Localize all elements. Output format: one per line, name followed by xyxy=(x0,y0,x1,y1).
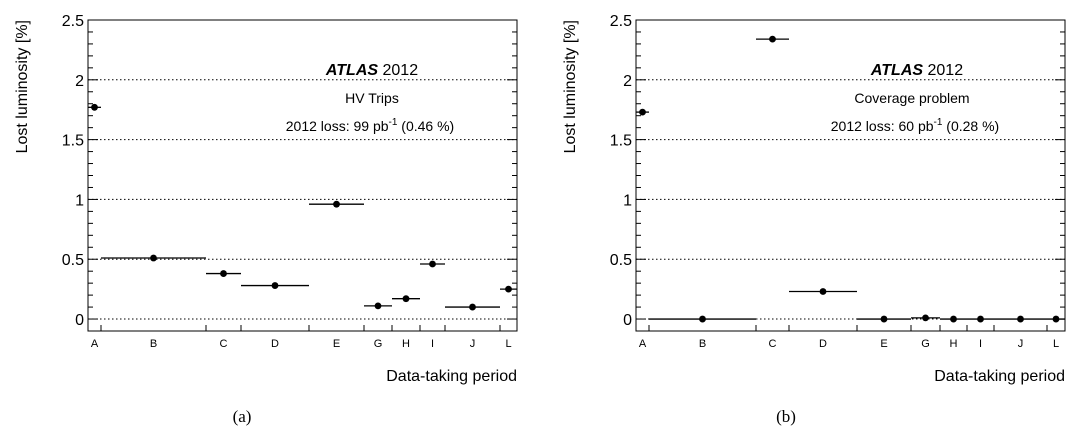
y-tick-label: 1 xyxy=(623,192,632,209)
loss-exponent: -1 xyxy=(934,117,943,128)
data-point-A xyxy=(88,103,101,111)
annotation-subtitle: Coverage problem xyxy=(854,90,969,106)
chart-panel-b: 0 0.5 1 1.5 2 2.5 A B C D E G H I J L Data-taking period… xyxy=(562,13,1066,426)
panel-caption: (a) xyxy=(233,407,252,426)
marker xyxy=(1052,315,1060,323)
experiment-year: 2012 xyxy=(378,62,418,79)
y-tick-label: 2 xyxy=(623,73,632,90)
data-point-B xyxy=(101,254,206,262)
x-tick-label: A xyxy=(91,338,99,350)
marker xyxy=(819,288,827,295)
marker xyxy=(429,260,436,268)
x-tick-label: D xyxy=(271,338,279,350)
data-point-G xyxy=(911,314,940,322)
x-tick-label: I xyxy=(979,338,982,350)
marker xyxy=(333,200,340,208)
marker xyxy=(950,315,957,323)
y-axis-title: Lost luminosity [%] xyxy=(562,20,579,153)
x-tick-label: E xyxy=(880,338,887,350)
data-point-L xyxy=(500,285,517,293)
marker xyxy=(977,315,984,323)
loss-prefix: 2012 loss: 99 pb xyxy=(286,118,389,134)
data-point-D xyxy=(789,288,857,295)
x-axis-title: Data-taking period xyxy=(934,368,1065,385)
y-tick-label: 0 xyxy=(623,312,632,329)
y-tick-label: 0 xyxy=(75,312,84,329)
y-tick-label: 2 xyxy=(75,73,84,90)
experiment-name: ATLAS xyxy=(325,62,378,79)
annotation-loss: 2012 loss: 99 pb-1 (0.46 %) xyxy=(286,117,454,134)
experiment-year: 2012 xyxy=(923,62,963,79)
x-tick-label: E xyxy=(333,338,340,350)
x-tick-label: I xyxy=(431,338,434,350)
data-point-G xyxy=(364,302,392,310)
data-point-A xyxy=(636,108,649,116)
chart-panel-a: 0 0.5 1 1.5 2 2.5 A B C D E G H I J L Data-taking period… xyxy=(14,13,518,426)
plot-frame xyxy=(87,19,518,332)
x-tick-label: B xyxy=(150,338,157,350)
marker xyxy=(769,35,776,43)
x-tick-label: A xyxy=(639,338,647,350)
data-point-B xyxy=(649,315,756,323)
marker xyxy=(639,108,646,116)
data-point-J xyxy=(994,315,1047,323)
x-tick-label: G xyxy=(921,338,930,350)
annotation-loss: 2012 loss: 60 pb-1 (0.28 %) xyxy=(831,117,999,134)
x-tick-label: H xyxy=(402,338,410,350)
marker xyxy=(469,303,476,311)
x-axis-title: Data-taking period xyxy=(386,368,517,385)
data-point-E xyxy=(309,200,364,208)
y-axis-title: Lost luminosity [%] xyxy=(14,20,31,153)
annotation-subtitle: HV Trips xyxy=(345,90,399,106)
x-tick-label: D xyxy=(819,338,827,350)
x-tick-label: G xyxy=(374,338,383,350)
loss-suffix: (0.46 %) xyxy=(397,118,454,134)
marker xyxy=(880,315,888,323)
loss-suffix: (0.28 %) xyxy=(942,118,999,134)
y-tick-label: 2.5 xyxy=(62,13,84,30)
x-tick-label: H xyxy=(950,338,958,350)
data-point-I xyxy=(967,315,994,323)
marker xyxy=(271,282,279,289)
loss-exponent: -1 xyxy=(389,117,398,128)
x-tick-label: L xyxy=(1053,338,1059,350)
data-point-C xyxy=(756,35,789,43)
marker xyxy=(1017,315,1024,323)
data-point-I xyxy=(420,260,445,268)
x-tick-label: J xyxy=(470,338,476,350)
marker xyxy=(150,254,157,262)
marker xyxy=(922,314,929,322)
x-tick-label: L xyxy=(505,338,511,350)
data-point-L xyxy=(1047,315,1065,323)
experiment-label: ATLAS 2012 xyxy=(325,62,418,79)
data-point-D xyxy=(241,282,309,289)
data-point-H xyxy=(392,295,420,303)
marker xyxy=(699,315,706,323)
marker xyxy=(91,103,98,111)
experiment-label: ATLAS 2012 xyxy=(870,62,963,79)
x-tick-label: B xyxy=(699,338,706,350)
x-tick-label: C xyxy=(220,338,228,350)
data-point-J xyxy=(445,303,500,311)
loss-prefix: 2012 loss: 60 pb xyxy=(831,118,934,134)
y-tick-label: 1.5 xyxy=(610,133,632,150)
x-tick-label: J xyxy=(1018,338,1024,350)
data-point-C xyxy=(206,270,241,277)
y-tick-label: 2.5 xyxy=(610,13,632,30)
experiment-name: ATLAS xyxy=(870,62,923,79)
data-point-E xyxy=(857,315,911,323)
marker xyxy=(402,295,410,303)
y-tick-label: 0.5 xyxy=(62,252,84,269)
marker xyxy=(505,285,512,293)
marker xyxy=(220,270,227,277)
y-tick-label: 1.5 xyxy=(62,133,84,150)
panel-caption: (b) xyxy=(776,407,796,426)
marker xyxy=(374,302,382,310)
x-tick-label: C xyxy=(769,338,777,350)
y-tick-label: 1 xyxy=(75,192,84,209)
data-point-H xyxy=(940,315,967,323)
y-tick-label: 0.5 xyxy=(610,252,632,269)
plot-frame xyxy=(635,19,1066,332)
